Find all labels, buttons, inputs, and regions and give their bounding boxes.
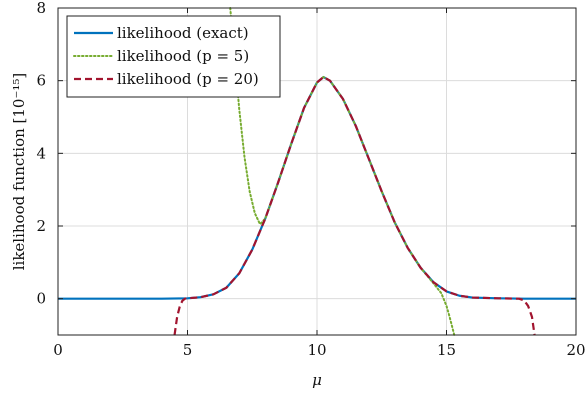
x-tick-label-0: 0 [53,341,63,359]
x-tick-label-15: 15 [437,341,456,359]
y-tick-label-0: 0 [36,290,46,308]
y-tick-label-4: 4 [36,144,46,162]
series-lines [58,7,576,336]
tick-labels: 0 5 10 15 20 0 2 4 6 8 [36,0,585,359]
tick-marks [57,7,577,335]
x-tick-label-5: 5 [183,341,193,359]
y-tick-label-6: 6 [36,72,46,90]
legend-label-p20: likelihood (p = 20) [117,70,259,88]
legend: likelihood (exact) likelihood (p = 5) li… [66,15,281,98]
series-line-2 [173,75,536,336]
x-tick-label-10: 10 [307,341,326,359]
y-tick-label-8: 8 [36,0,46,17]
legend-label-p5: likelihood (p = 5) [117,47,249,65]
x-axis-label: μ [312,371,322,389]
x-tick-label-20: 20 [566,341,585,359]
legend-label-exact: likelihood (exact) [117,24,249,42]
y-tick-label-2: 2 [36,217,46,235]
y-axis-label: likelihood function [10⁻¹⁵] [10,73,28,271]
